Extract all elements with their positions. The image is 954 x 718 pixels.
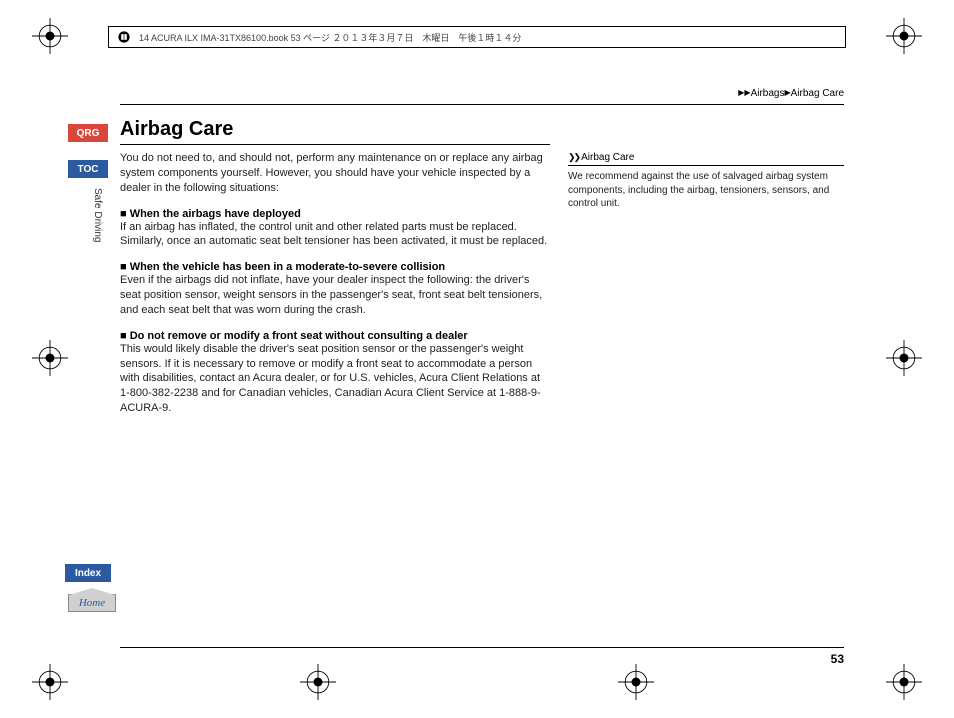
subhead-2: ■ When the vehicle has been in a moderat…: [120, 261, 550, 273]
regmark-icon: [886, 664, 922, 700]
page-number: 53: [831, 652, 844, 666]
breadcrumb-a: Airbags: [751, 88, 785, 99]
nav-qrg-label: QRG: [77, 128, 100, 139]
square-bullet-icon: ■: [120, 208, 130, 220]
subhead-1: ■ When the airbags have deployed: [120, 208, 550, 220]
subhead-1-text: When the airbags have deployed: [130, 208, 301, 220]
header-strip: 14 ACURA ILX IMA-31TX86100.book 53 ページ ２…: [108, 26, 846, 48]
square-bullet-icon: ■: [120, 261, 130, 273]
home-button[interactable]: Home: [68, 594, 116, 612]
regmark-icon: [300, 664, 336, 700]
regmark-icon: [32, 664, 68, 700]
side-column: ❯❯Airbag Care We recommend against the u…: [568, 118, 844, 658]
subhead-2-text: When the vehicle has been in a moderate-…: [130, 261, 445, 273]
side-note-body: We recommend against the use of salvaged…: [568, 170, 844, 211]
breadcrumb-b: Airbag Care: [791, 88, 844, 99]
home-label: Home: [79, 597, 105, 609]
side-note-head: ❯❯Airbag Care: [568, 152, 844, 166]
book-icon: [117, 30, 131, 44]
content: Airbag Care You do not need to, and shou…: [120, 118, 844, 658]
divider: [120, 104, 844, 105]
subhead-3-text: Do not remove or modify a front seat wit…: [130, 330, 468, 342]
nav-toc-button[interactable]: TOC: [68, 160, 108, 178]
header-strip-text: 14 ACURA ILX IMA-31TX86100.book 53 ページ ２…: [139, 31, 521, 44]
section-label: Safe Driving: [92, 188, 103, 242]
main-column: Airbag Care You do not need to, and shou…: [120, 118, 550, 658]
regmark-icon: [32, 18, 68, 54]
nav-qrg-button[interactable]: QRG: [68, 124, 108, 142]
subhead-3: ■ Do not remove or modify a front seat w…: [120, 330, 550, 342]
body-3: This would likely disable the driver's s…: [120, 342, 550, 416]
regmark-icon: [618, 664, 654, 700]
nav-index-button[interactable]: Index: [65, 564, 111, 582]
page: 14 ACURA ILX IMA-31TX86100.book 53 ページ ２…: [0, 0, 954, 718]
divider: [120, 647, 844, 648]
side-note-head-text: Airbag Care: [581, 152, 634, 163]
breadcrumb: ▶▶Airbags▶Airbag Care: [738, 88, 844, 99]
intro-text: You do not need to, and should not, perf…: [120, 151, 550, 196]
nav-index-label: Index: [75, 568, 101, 579]
triangle-icon: ▶▶: [738, 88, 750, 97]
chevron-icon: ❯❯: [568, 152, 579, 162]
page-title: Airbag Care: [120, 118, 550, 145]
body-2: Even if the airbags did not inflate, hav…: [120, 273, 550, 318]
body-1: If an airbag has inflated, the control u…: [120, 220, 550, 250]
nav-toc-label: TOC: [78, 164, 99, 175]
square-bullet-icon: ■: [120, 330, 130, 342]
regmark-icon: [32, 340, 68, 376]
regmark-icon: [886, 18, 922, 54]
regmark-icon: [886, 340, 922, 376]
